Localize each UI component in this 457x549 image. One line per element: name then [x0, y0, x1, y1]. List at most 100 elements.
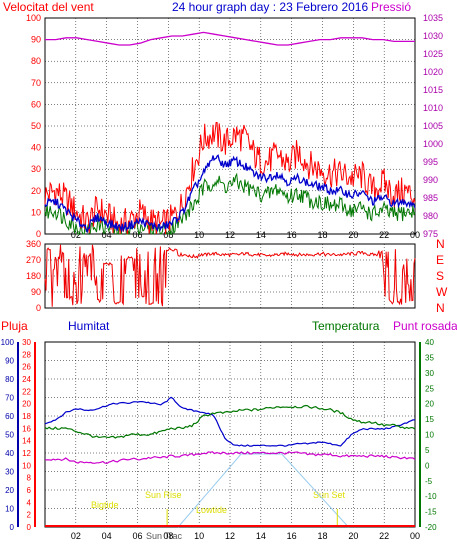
wind-speed-tick: 30 [31, 164, 41, 174]
annotation-bigtide: Bigtide [91, 500, 119, 510]
rain-tick: 0 [27, 523, 32, 532]
humidity-tick: 10 [5, 505, 14, 514]
wind-speed-tick: 10 [31, 207, 41, 217]
humidity-tick: 0 [10, 523, 15, 532]
annotation-sunrise: Sun Rise [145, 490, 182, 500]
graph-day-title: 24 hour graph day : 23 Febrero 2016 [172, 0, 368, 14]
wind-panel-x-tick: 08 [163, 230, 173, 240]
pressure-tick: 1000 [423, 139, 443, 149]
wind-panel-x-tick: 16 [287, 230, 297, 240]
compass-label: S [436, 269, 444, 283]
wind-speed-tick: 90 [31, 35, 41, 45]
wind-panel-x-tick: 00 [410, 230, 420, 240]
wind-speed-tick: 50 [31, 121, 41, 131]
temperature-tick: 35 [425, 353, 434, 362]
temperature-tick: -15 [425, 508, 437, 517]
wind-avg-line [44, 154, 416, 234]
wind-speed-title: Velocitat del vent [3, 0, 94, 14]
weather-panel-x-tick: 12 [225, 531, 235, 541]
dewpoint-line [44, 450, 416, 465]
legend-humidity: Humitat [68, 319, 110, 333]
wind-speed-tick: 100 [26, 13, 41, 23]
rain-tick: 20 [22, 400, 31, 409]
humidity-tick: 70 [5, 394, 14, 403]
humidity-tick: 20 [5, 486, 14, 495]
temperature-tick: 25 [425, 384, 434, 393]
annotation-lowtide: Sun Set [313, 490, 346, 500]
legend-dewpoint: Punt rosada [393, 319, 457, 333]
weather-panel-x-tick: 02 [71, 531, 81, 541]
temperature-tick: -10 [425, 492, 437, 501]
weather-panel-x-tick: 06 [132, 531, 142, 541]
humidity-tick: 30 [5, 468, 14, 477]
pressure-line [45, 31, 415, 46]
pressure-tick: 1025 [423, 49, 443, 59]
weather-panel-x-tick: 00 [410, 531, 420, 541]
humidity-tick: 80 [5, 375, 14, 384]
pressure-title: Pressió [371, 0, 411, 14]
temperature-tick: -20 [425, 523, 437, 532]
compass-label: E [436, 253, 444, 267]
pressure-tick: 985 [423, 193, 438, 203]
rain-tick: 12 [22, 449, 31, 458]
humidity-tick: 60 [5, 412, 14, 421]
temperature-tick: 10 [425, 431, 434, 440]
direction-tick: 270 [26, 255, 41, 265]
rain-tick: 22 [22, 387, 31, 396]
weather-panel-x-tick: 22 [379, 531, 389, 541]
rain-tick: 26 [22, 363, 31, 372]
direction-tick: 0 [36, 303, 41, 313]
weather-panel-x-tick: 14 [256, 531, 266, 541]
pressure-tick: 1015 [423, 85, 443, 95]
pressure-tick: 995 [423, 157, 438, 167]
humidity-tick: 90 [5, 357, 14, 366]
pressure-tick: 990 [423, 175, 438, 185]
wind-panel-x-tick: 18 [317, 230, 327, 240]
wind-panel-x-tick: 12 [225, 230, 235, 240]
rain-tick: 18 [22, 412, 31, 421]
wind-speed-tick: 80 [31, 56, 41, 66]
rain-tick: 6 [27, 486, 32, 495]
annotation-suntrac: Sun Trac [146, 531, 183, 541]
annotation-lowtide-2: Lowtide [196, 505, 227, 515]
wind-panel-x-tick: 10 [194, 230, 204, 240]
compass-label: W [436, 285, 448, 299]
rain-tick: 30 [22, 338, 31, 347]
legend-rain: Pluja [1, 319, 28, 333]
pressure-tick: 1010 [423, 103, 443, 113]
sun-path [177, 453, 349, 528]
pressure-tick: 975 [423, 229, 438, 239]
wind-panel-x-tick: 22 [379, 230, 389, 240]
temperature-tick: 20 [425, 400, 434, 409]
humidity-line [44, 396, 415, 447]
humidity-tick: 40 [5, 449, 14, 458]
weather-panel-x-tick: 08 [163, 531, 173, 541]
rain-tick: 24 [22, 375, 31, 384]
temperature-tick: -5 [425, 477, 433, 486]
weather-panel-x-tick: 20 [348, 531, 358, 541]
wind-panel-x-tick: 14 [256, 230, 266, 240]
pressure-tick: 1005 [423, 121, 443, 131]
wind-speed-tick: 70 [31, 78, 41, 88]
temperature-tick: 5 [425, 446, 430, 455]
humidity-tick: 100 [1, 338, 15, 347]
pressure-tick: 1030 [423, 31, 443, 41]
wind-panel-x-tick: 20 [348, 230, 358, 240]
wind-panel-x-tick: 04 [102, 230, 112, 240]
wind-panel-x-tick: 06 [132, 230, 142, 240]
legend-temperature: Temperatura [312, 319, 380, 333]
direction-tick: 180 [26, 271, 41, 281]
pressure-tick: 1020 [423, 67, 443, 77]
humidity-tick: 50 [5, 431, 14, 440]
wind-panel-x-tick: 02 [71, 230, 81, 240]
rain-tick: 10 [22, 461, 31, 470]
temperature-line [44, 404, 416, 439]
direction-tick: 360 [26, 239, 41, 249]
compass-label: N [436, 301, 445, 315]
rain-tick: 4 [27, 498, 32, 507]
temperature-tick: 40 [425, 338, 434, 347]
rain-tick: 2 [27, 511, 32, 520]
pressure-tick: 1035 [423, 13, 443, 23]
